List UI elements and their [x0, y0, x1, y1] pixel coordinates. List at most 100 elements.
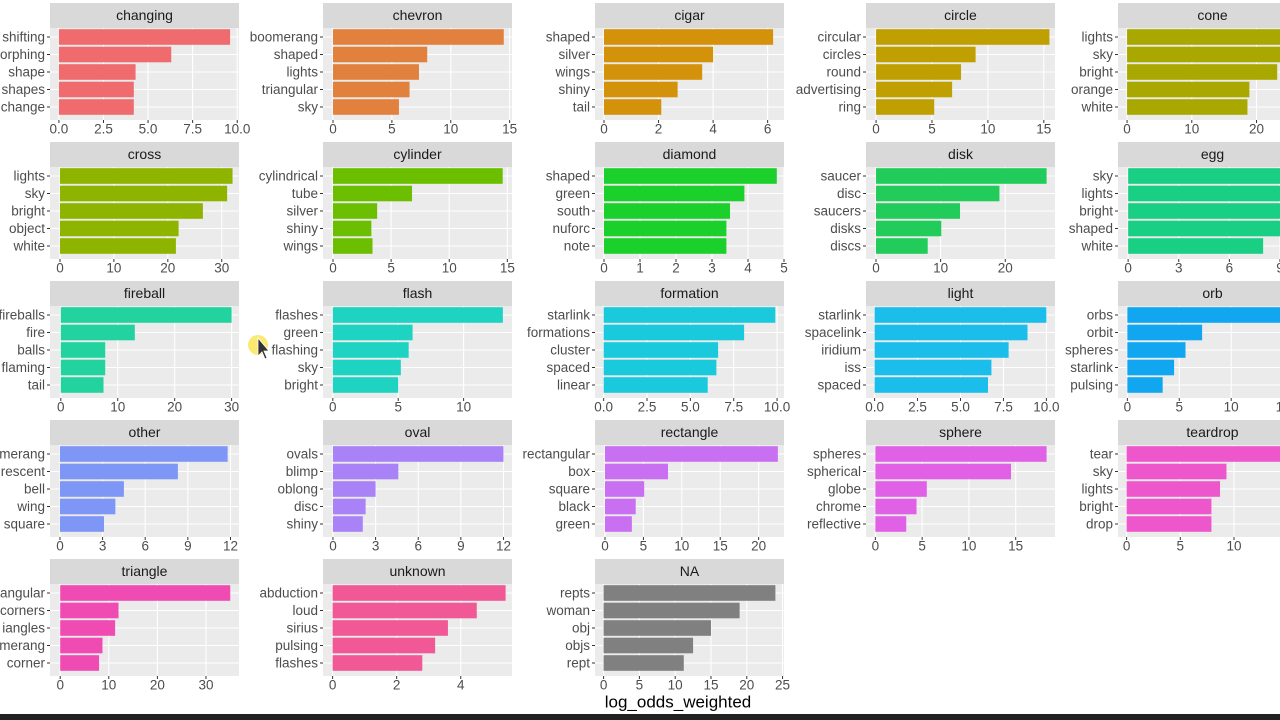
facet-title: unknown	[389, 563, 445, 579]
bar	[875, 463, 1012, 480]
bar	[876, 99, 935, 115]
bar	[876, 64, 962, 80]
facet-title: cigar	[674, 7, 705, 23]
bar	[333, 29, 504, 45]
facet-title: rectangle	[661, 424, 719, 440]
bar	[332, 463, 399, 480]
facet-title: formation	[660, 285, 718, 301]
bar	[60, 602, 119, 619]
y-tick-label: green	[555, 517, 590, 532]
x-tick-label: 10	[980, 122, 995, 137]
y-tick-label: saucers	[814, 204, 862, 219]
y-tick-label: green	[283, 325, 318, 340]
x-tick-label: 20	[160, 261, 175, 276]
y-tick-label: tube	[292, 186, 318, 201]
facet-title: triangle	[122, 563, 168, 579]
strip	[50, 281, 239, 306]
y-tick-label: note	[564, 239, 590, 254]
bar	[603, 342, 719, 358]
x-tick-label: 0	[329, 400, 337, 415]
y-tick-label: box	[568, 464, 590, 479]
bar	[60, 637, 103, 654]
facet-title: disk	[948, 146, 974, 162]
bar	[875, 516, 907, 532]
x-tick-label: 10	[110, 400, 125, 415]
x-tick-label: 20	[739, 678, 754, 693]
bar	[874, 342, 1009, 358]
x-tick-label: 10	[668, 678, 683, 693]
x-tick-label: 15	[500, 261, 515, 276]
x-tick-label: 0	[872, 122, 880, 137]
x-tick-label: 0	[56, 539, 64, 554]
facet-title: circle	[944, 7, 977, 23]
bar	[876, 220, 942, 237]
y-tick-label: spheres	[813, 447, 861, 462]
y-tick-label: circular	[817, 30, 861, 45]
x-tick-label: 12	[223, 539, 238, 554]
bar	[604, 238, 727, 254]
bar	[333, 99, 399, 115]
bar	[604, 46, 714, 63]
bar	[60, 655, 100, 671]
bar	[333, 46, 428, 63]
facet-title: NA	[680, 563, 700, 579]
strip	[1118, 281, 1280, 306]
bar	[603, 602, 740, 619]
y-tick-label: disks	[830, 221, 861, 236]
x-tick-label: 0	[1124, 400, 1132, 415]
bar	[59, 220, 179, 237]
strip	[323, 142, 512, 167]
x-tick-label: 10	[443, 122, 458, 137]
bar	[332, 185, 413, 202]
bar	[876, 203, 961, 219]
y-tick-label: sky	[298, 100, 319, 115]
y-tick-label: triangular	[262, 82, 319, 97]
y-tick-label: bell	[24, 482, 45, 497]
bar	[332, 377, 399, 393]
y-tick-label: bright	[284, 378, 318, 393]
bar	[603, 637, 694, 654]
y-tick-label: disc	[837, 186, 861, 201]
bar	[332, 585, 506, 601]
bar	[59, 168, 233, 184]
x-tick-label: 10.0	[764, 400, 790, 415]
x-tick-label: 6	[764, 122, 772, 137]
bar	[332, 359, 401, 376]
bar	[59, 446, 228, 462]
x-tick-label: 12	[496, 539, 511, 554]
strip	[50, 420, 239, 445]
strip	[323, 3, 512, 28]
bar	[59, 185, 228, 202]
y-tick-label: merang	[0, 638, 45, 653]
y-tick-label: silver	[286, 204, 318, 219]
bar	[1126, 463, 1227, 480]
bar	[876, 238, 928, 254]
bar	[603, 655, 684, 671]
x-tick-label: 20	[167, 400, 182, 415]
y-tick-label: blimp	[286, 464, 318, 479]
bar	[332, 516, 363, 532]
y-tick-label: flashing	[271, 343, 318, 358]
y-tick-label: green	[555, 186, 590, 201]
y-tick-label: fire	[26, 325, 45, 340]
y-tick-label: cluster	[550, 343, 590, 358]
bar	[58, 29, 231, 45]
y-tick-label: starlink	[818, 308, 861, 323]
x-tick-label: 0	[600, 261, 608, 276]
y-tick-label: wing	[16, 499, 45, 514]
bar	[332, 481, 376, 497]
y-tick-label: merang	[0, 447, 45, 462]
bar	[60, 324, 135, 341]
x-tick-label: 20	[1249, 122, 1264, 137]
y-tick-label: linear	[557, 378, 591, 393]
facet-title: flash	[403, 285, 433, 301]
bar	[59, 481, 124, 497]
cursor	[257, 336, 270, 360]
bar	[874, 324, 1028, 341]
y-tick-label: sky	[298, 360, 319, 375]
x-tick-label: 7.5	[724, 400, 743, 415]
bar	[332, 168, 503, 184]
y-tick-label: shifting	[2, 30, 45, 45]
y-tick-label: objs	[565, 638, 590, 653]
